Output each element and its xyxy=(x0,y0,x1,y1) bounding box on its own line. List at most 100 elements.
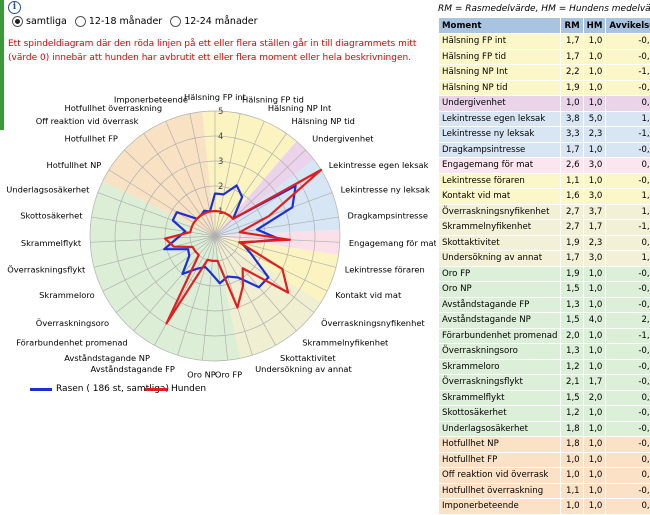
legend-breed: Rasen ( 186 st, samtliga) xyxy=(30,384,169,394)
cell-avvikelse: -0,7 xyxy=(605,33,650,50)
info-icon[interactable]: i xyxy=(8,1,21,14)
cell-avvikelse: -1,0 xyxy=(605,327,650,344)
cell-avvikelse: -0,7 xyxy=(605,48,650,65)
grid-spoke xyxy=(214,235,315,313)
cell-avvikelse: -1,0 xyxy=(605,219,650,236)
cell-rm: 1,6 xyxy=(560,188,584,205)
cell-hm: 1,0 xyxy=(582,467,607,484)
cell-hm: 1,0 xyxy=(582,95,607,112)
cell-avvikelse: -0,9 xyxy=(605,79,650,96)
category-label: Hotfullhet FP xyxy=(64,134,117,144)
cell-moment: Lekintresse egen leksak xyxy=(437,110,562,127)
cell-hm: 3,0 xyxy=(582,250,607,267)
legend-dog-label: Hunden xyxy=(171,384,207,394)
cell-moment: Kontakt vid mat xyxy=(437,188,562,205)
cell-avvikelse: 0,0 xyxy=(605,451,650,468)
category-label: Skrammeloro xyxy=(39,290,95,300)
cell-moment: Off reaktion vid överrask xyxy=(437,467,562,484)
grid-spoke xyxy=(102,235,216,292)
category-label: Imponerbeteende xyxy=(114,95,188,105)
filter-option-12-24[interactable]: 12-24 månader xyxy=(170,16,258,27)
category-label: Avståndstagande FP xyxy=(91,364,175,374)
cell-moment: Överraskningsflykt xyxy=(437,374,562,391)
category-label: Oro NP xyxy=(187,369,216,379)
cell-hm: 2,0 xyxy=(582,389,607,406)
radio-selected-icon[interactable] xyxy=(12,16,23,27)
cell-moment: Undergivenhet xyxy=(437,95,562,112)
col-header-moment: Moment xyxy=(437,17,562,34)
cell-moment: Hälsning FP tid xyxy=(437,48,562,65)
category-label: Hälsning NP tid xyxy=(292,116,355,126)
cell-moment: Hotfullhet överraskning xyxy=(437,482,562,499)
grid-spoke xyxy=(93,235,216,268)
cell-hm: 1,0 xyxy=(582,343,607,360)
cell-hm: 1,0 xyxy=(582,420,607,437)
cell-rm: 1,0 xyxy=(560,451,584,468)
category-label: Undergivenhet xyxy=(312,134,374,144)
cell-hm: 1,0 xyxy=(582,498,607,515)
category-label: Skottaktivitet xyxy=(280,353,336,363)
grid-spoke xyxy=(154,235,216,346)
cell-hm: 1,7 xyxy=(582,219,607,236)
cell-moment: Överraskningsnyfikenhet xyxy=(437,203,562,220)
cell-rm: 1,0 xyxy=(560,95,584,112)
cell-rm: 1,8 xyxy=(560,436,584,453)
cell-hm: 2,3 xyxy=(582,234,607,251)
grid-spoke xyxy=(214,120,265,237)
col-header-rm: RM xyxy=(560,17,584,34)
grid-spoke xyxy=(133,235,216,332)
category-label: Skrammelnyfikenhet xyxy=(302,338,389,348)
cell-rm: 1,7 xyxy=(560,141,584,158)
filter-option-12-18[interactable]: 12-18 månader xyxy=(74,16,162,27)
chart-note: Ett spindeldiagram där den röda linjen p… xyxy=(8,39,417,63)
radio-icon[interactable] xyxy=(170,16,182,27)
category-label: Oro FP xyxy=(215,369,242,379)
legend-dog: Hunden xyxy=(145,384,206,394)
cell-avvikelse: 0,4 xyxy=(605,157,650,174)
cell-moment: Skrammeloro xyxy=(437,358,562,375)
grid-spoke xyxy=(214,235,297,332)
cell-moment: Förarbundenhet promenad xyxy=(437,327,562,344)
cell-moment: Engagemang för mat xyxy=(437,157,562,174)
cell-hm: 5,0 xyxy=(582,110,607,127)
cell-hm: 1,0 xyxy=(582,358,607,375)
table-row: Avståndstagande NP1,54,02,5 xyxy=(437,312,650,329)
legend-breed-label: Rasen ( 186 st, samtliga) xyxy=(56,384,169,394)
legend-breed-swatch xyxy=(30,387,52,391)
category-label: Hotfullhet överraskning xyxy=(64,103,162,113)
cell-rm: 2,0 xyxy=(560,327,584,344)
cell-hm: 1,0 xyxy=(582,265,607,282)
cell-avvikelse: -0,2 xyxy=(605,358,650,375)
cell-avvikelse: 0,0 xyxy=(605,498,650,515)
category-label: Off reaktion vid överrask xyxy=(36,116,139,126)
grid-spoke xyxy=(214,149,306,237)
grid-spoke xyxy=(97,192,216,237)
cell-avvikelse: 0,0 xyxy=(605,95,650,112)
grid-spoke xyxy=(115,235,216,313)
cell-avvikelse: -0,7 xyxy=(605,141,650,158)
category-label: Lekintresse egen leksak xyxy=(329,160,429,170)
category-label: Hälsning FP int xyxy=(184,92,247,102)
category-label: Dragkampsintresse xyxy=(347,211,427,221)
table-row: Avståndstagande FP1,31,0-0,3 xyxy=(437,296,650,313)
grid-spoke xyxy=(189,113,216,237)
cell-avvikelse: -0,8 xyxy=(605,420,650,437)
cell-avvikelse: -0,2 xyxy=(605,405,650,422)
cell-rm: 1,7 xyxy=(560,250,584,267)
cell-rm: 1,9 xyxy=(560,79,584,96)
cell-rm: 1,9 xyxy=(560,265,584,282)
cell-moment: Hotfullhet FP xyxy=(437,451,562,468)
series-dog-line xyxy=(163,168,323,325)
grid-spoke xyxy=(214,235,337,268)
grid-spoke xyxy=(108,169,216,237)
radio-icon[interactable] xyxy=(74,16,86,27)
filter-option-samtliga[interactable]: samtliga xyxy=(12,16,67,27)
grid-spoke xyxy=(214,235,276,346)
